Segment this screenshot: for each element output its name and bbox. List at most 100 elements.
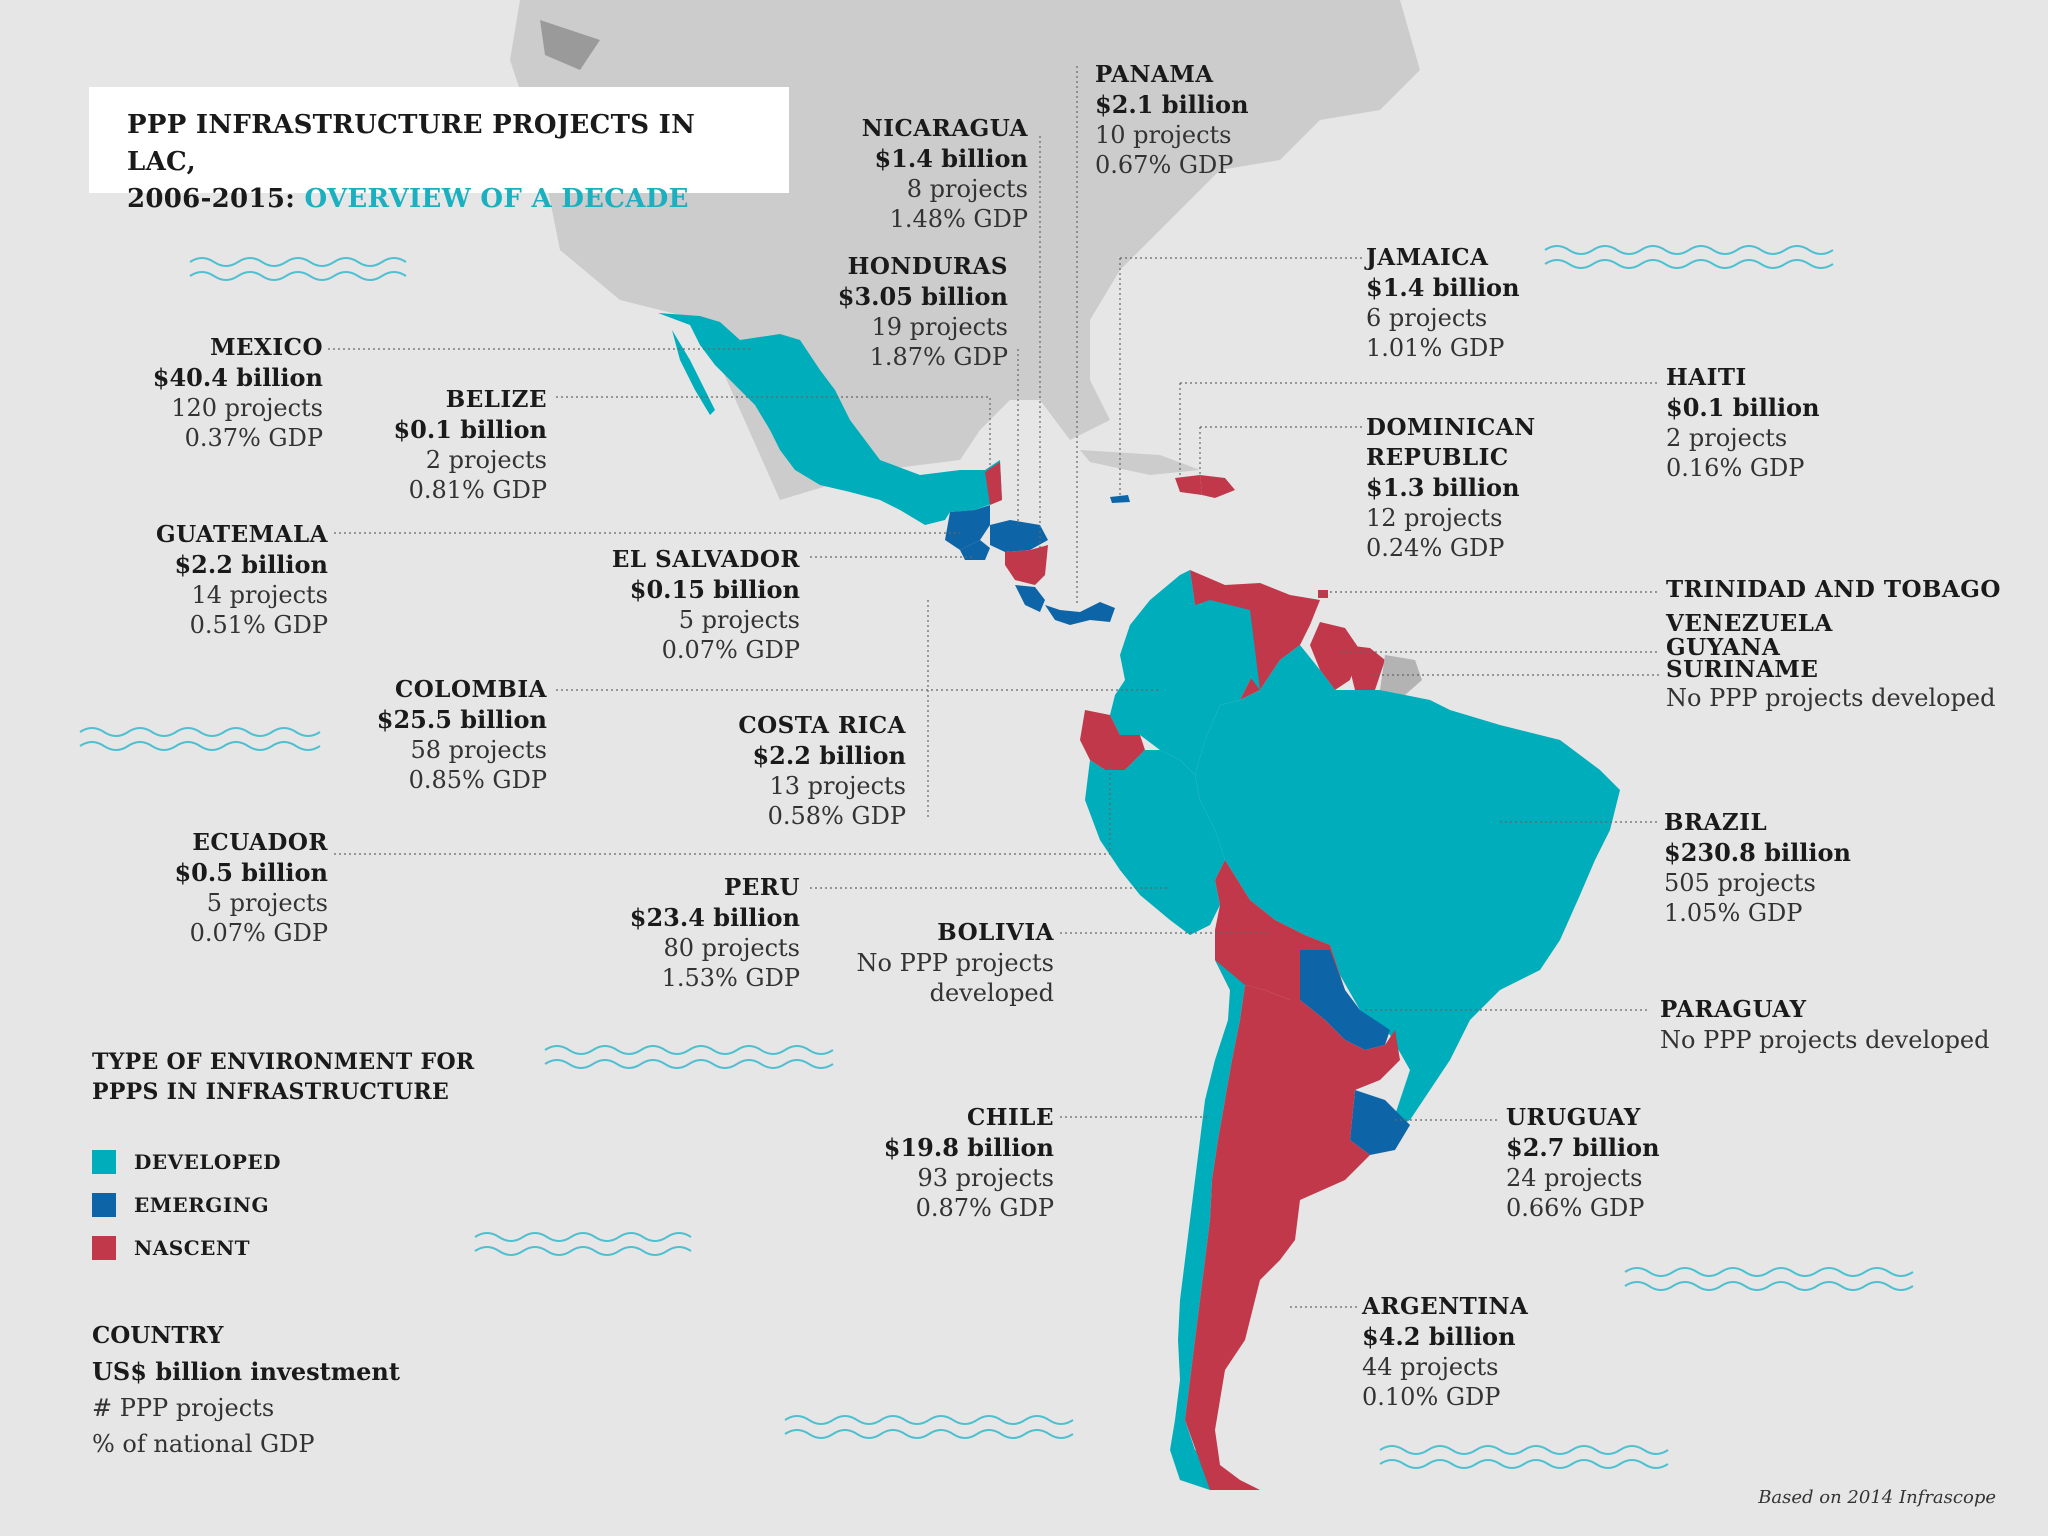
source-note: Based on 2014 Infrascope (1758, 1487, 1996, 1508)
country-honduras (990, 520, 1048, 552)
no-projects-note: No PPP projects developed (1666, 684, 1996, 712)
legend-swatch (92, 1236, 116, 1260)
gdp-share: 0.87% GDP (915, 1194, 1054, 1222)
key-gdp: % of national GDP (92, 1430, 315, 1458)
country-name: HAITI (1666, 364, 1747, 391)
country-name: EL SALVADOR (611, 546, 800, 573)
wave (1379, 1445, 1669, 1469)
legend-swatch (92, 1150, 116, 1174)
wave (1624, 1267, 1914, 1291)
legend-swatch (92, 1193, 116, 1217)
wave (474, 1232, 692, 1256)
gdp-share: 0.07% GDP (661, 636, 800, 664)
projects-count: 58 projects (410, 736, 548, 764)
label-brazil: BRAZIL $230.8 billion 505 projects 1.05%… (1664, 808, 1851, 928)
country-colombia (1110, 570, 1255, 775)
label-north-group: TRINIDAD AND TOBAGO VENEZUELA GUYANA SUR… (1666, 576, 2001, 712)
gdp-share: 1.87% GDP (869, 343, 1008, 371)
projects-count: 120 projects (171, 394, 323, 422)
projects-count: 5 projects (206, 889, 328, 917)
projects-count: 505 projects (1664, 869, 1816, 897)
country-name: ARGENTINA (1362, 1293, 1529, 1320)
territory-french-guiana (1380, 655, 1422, 695)
projects-count: 12 projects (1366, 504, 1503, 532)
projects-count: 2 projects (425, 446, 547, 474)
no-projects-note-line-2: developed (929, 979, 1054, 1007)
wave (544, 1045, 834, 1069)
country-paraguay (1300, 950, 1390, 1050)
country-belize (985, 462, 1002, 505)
investment-value: $2.7 billion (1506, 1133, 1660, 1162)
gdp-share: 0.37% GDP (184, 424, 323, 452)
country-name: CHILE (967, 1104, 1054, 1131)
wave (79, 727, 321, 751)
country-jamaica (1110, 495, 1130, 503)
label-uruguay: URUGUAY $2.7 billion 24 projects 0.66% G… (1506, 1103, 1660, 1223)
country-name: PANAMA (1095, 61, 1214, 88)
wave (1544, 245, 1834, 269)
country-argentina (1185, 985, 1400, 1490)
projects-count: 80 projects (663, 934, 801, 962)
country-name: NICARAGUA (861, 115, 1028, 142)
investment-value: $0.15 billion (629, 575, 800, 604)
country-guatemala (945, 505, 990, 550)
country-name: HONDURAS (847, 253, 1008, 280)
no-projects-note: No PPP projects developed (1660, 1026, 1990, 1054)
title-line-2: 2006-2015: OVERVIEW OF A DECADE (127, 181, 753, 218)
investment-value: $19.8 billion (883, 1133, 1054, 1162)
label-bolivia: BOLIVIA No PPP projects developed (857, 918, 1054, 1008)
investment-value: $1.3 billion (1366, 473, 1520, 502)
projects-count: 6 projects (1366, 304, 1488, 332)
investment-value: $23.4 billion (629, 903, 800, 932)
gdp-share: 0.16% GDP (1666, 454, 1805, 482)
legend-label: DEVELOPED (134, 1150, 281, 1174)
key-projects: # PPP projects (92, 1394, 275, 1422)
gdp-share: 1.05% GDP (1664, 899, 1803, 927)
leader-haiti (1179, 382, 1660, 478)
country-guyana (1310, 622, 1360, 690)
projects-count: 10 projects (1095, 121, 1232, 149)
projects-count: 13 projects (769, 772, 907, 800)
gdp-share: 0.51% GDP (189, 611, 328, 639)
investment-value: $2.2 billion (752, 741, 906, 770)
projects-count: 14 projects (191, 581, 329, 609)
gdp-share: 1.01% GDP (1366, 334, 1505, 362)
label-dominican-republic: DOMINICAN REPUBLIC $1.3 billion 12 proje… (1366, 413, 1536, 563)
leader-dominican (1199, 426, 1365, 475)
projects-count: 2 projects (1666, 424, 1788, 452)
country-suriname (1345, 645, 1385, 690)
label-ecuador: ECUADOR $0.5 billion 5 projects 0.07% GD… (174, 828, 328, 948)
label-key: COUNTRY US$ billion investment # PPP pro… (92, 1318, 400, 1462)
country-name-guyana: GUYANA (1666, 634, 1781, 661)
investment-value: $230.8 billion (1664, 838, 1851, 867)
title-line-1: PPP INFRASTRUCTURE PROJECTS IN LAC, (127, 110, 696, 177)
label-argentina: ARGENTINA $4.2 billion 44 projects 0.10%… (1362, 1292, 1528, 1412)
country-name: COSTA RICA (738, 712, 906, 739)
projects-count: 93 projects (917, 1164, 1055, 1192)
country-peru (1085, 750, 1225, 935)
investment-value: $2.1 billion (1095, 90, 1249, 119)
leader-ecuador (334, 760, 1111, 855)
label-jamaica: JAMAICA $1.4 billion 6 projects 1.01% GD… (1366, 243, 1520, 363)
label-panama: PANAMA $2.1 billion 10 projects 0.67% GD… (1095, 60, 1249, 180)
title-line-2-prefix: 2006-2015: (127, 184, 305, 214)
gdp-share: 0.81% GDP (408, 476, 547, 504)
label-el-salvador: EL SALVADOR $0.15 billion 5 projects 0.0… (612, 545, 800, 665)
label-paraguay: PARAGUAY No PPP projects developed (1660, 995, 1990, 1055)
country-name: BRAZIL (1664, 809, 1768, 836)
country-mexico (658, 313, 1002, 525)
country-name: MEXICO (210, 334, 323, 361)
investment-value: $25.5 billion (376, 705, 547, 734)
legend-label: NASCENT (134, 1236, 251, 1260)
country-name: URUGUAY (1506, 1104, 1641, 1131)
gdp-share: 0.58% GDP (767, 802, 906, 830)
country-chile (1170, 960, 1245, 1490)
label-belize: BELIZE $0.1 billion 2 projects 0.81% GDP (393, 385, 547, 505)
label-peru: PERU $23.4 billion 80 projects 1.53% GDP (630, 873, 800, 993)
projects-count: 19 projects (871, 313, 1009, 341)
country-name: PERU (724, 874, 800, 901)
country-trinidad-and-tobago (1318, 590, 1328, 598)
investment-value: $1.4 billion (1366, 273, 1520, 302)
investment-value: $2.2 billion (174, 550, 328, 579)
gdp-share: 1.53% GDP (661, 964, 800, 992)
